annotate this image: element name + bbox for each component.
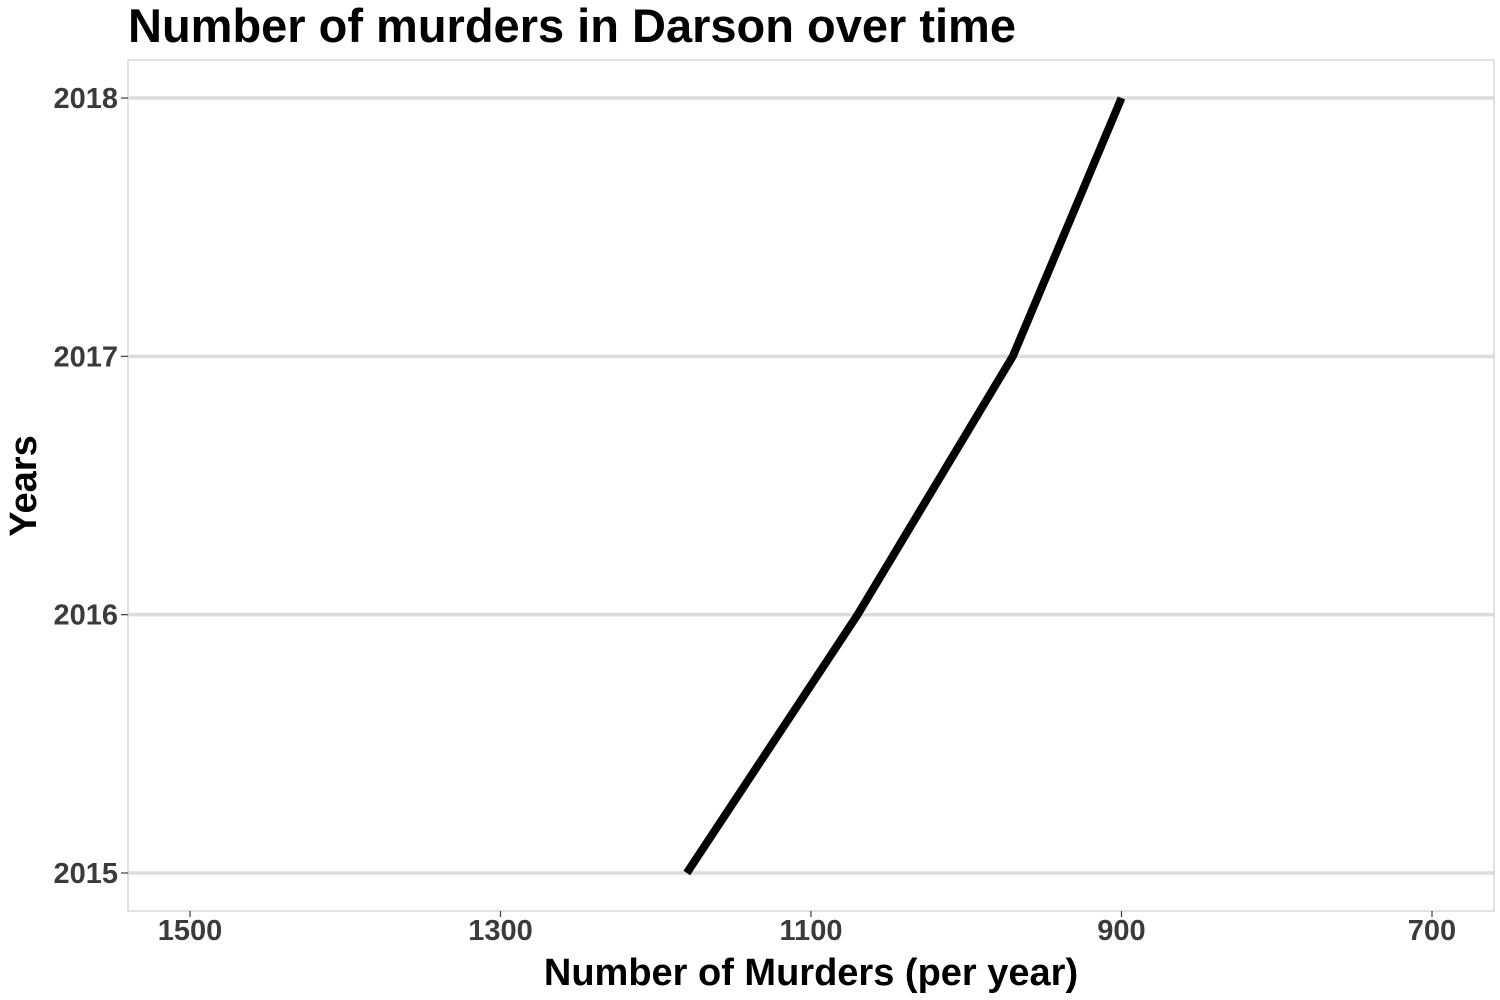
grid-layer (128, 96, 1494, 875)
x-tick-label-1300: 1300 (468, 915, 533, 947)
x-axis-title: Number of Murders (per year) (544, 952, 1078, 994)
y-axis-title: Years (3, 435, 45, 536)
y-tick-label-2015: 2015 (53, 858, 118, 890)
x-tick-label-900: 900 (1097, 915, 1145, 947)
y-tick-label-2018: 2018 (53, 83, 118, 115)
x-tick-label-1500: 1500 (158, 915, 223, 947)
series-layer (683, 96, 1126, 876)
x-tick-label-1100: 1100 (780, 915, 843, 947)
chart-title: Number of murders in Darson over time (128, 0, 1016, 52)
tick-layer: 2015 2016 2017 2018 1500 1300 1100 900 700 (53, 83, 1456, 947)
series-line-0 (683, 96, 1126, 876)
y-tick-label-2017: 2017 (53, 341, 118, 373)
x-tick-label-700: 700 (1408, 915, 1456, 947)
y-tick-label-2016: 2016 (53, 600, 118, 632)
